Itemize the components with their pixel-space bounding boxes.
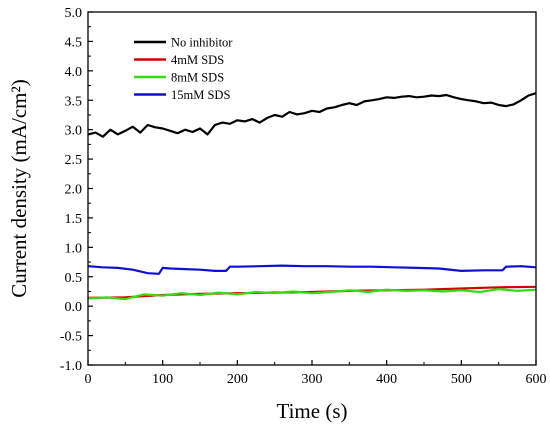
y-tick-label: -1.0	[60, 359, 82, 374]
y-tick-label: -0.5	[60, 330, 82, 345]
legend: No inhibitor 4mM SDS 8mM SDS 15mM SDS	[134, 36, 233, 102]
y-tick-label: 1.5	[65, 212, 83, 227]
legend-label: 8mM SDS	[171, 71, 224, 85]
legend-label: 15mM SDS	[171, 88, 230, 102]
x-tick-label: 600	[526, 372, 547, 387]
y-axis-title: Current density (mA/cm²)	[7, 79, 31, 298]
x-tick-label: 0	[85, 372, 92, 387]
y-tick-label: 2.0	[65, 183, 83, 198]
y-tick-label: 4.5	[65, 35, 83, 50]
y-tick-label: 3.0	[65, 124, 83, 139]
legend-label: No inhibitor	[171, 36, 233, 50]
y-tick-label: 5.0	[65, 6, 83, 21]
series-line-15mm-sds	[87, 264, 537, 275]
y-tick-label: 1.0	[65, 241, 83, 256]
series-line-8mm-sds	[87, 288, 537, 301]
y-tick-label: 2.5	[65, 153, 83, 168]
y-tick-label: 3.5	[65, 94, 83, 109]
x-tick-label: 500	[451, 372, 472, 387]
x-tick-label: 200	[227, 372, 248, 387]
x-tick-label: 100	[152, 372, 173, 387]
x-tick-label: 400	[376, 372, 397, 387]
series-line-no-inhibitor	[87, 92, 537, 138]
y-tick-label: 0.0	[65, 300, 83, 315]
y-tick-label: 4.0	[65, 65, 83, 80]
x-tick-label: 300	[302, 372, 323, 387]
plot-frame	[87, 11, 537, 366]
legend-label: 4mM SDS	[171, 53, 224, 67]
x-axis-title: Time (s)	[277, 399, 348, 423]
y-tick-label: 0.5	[65, 271, 83, 286]
